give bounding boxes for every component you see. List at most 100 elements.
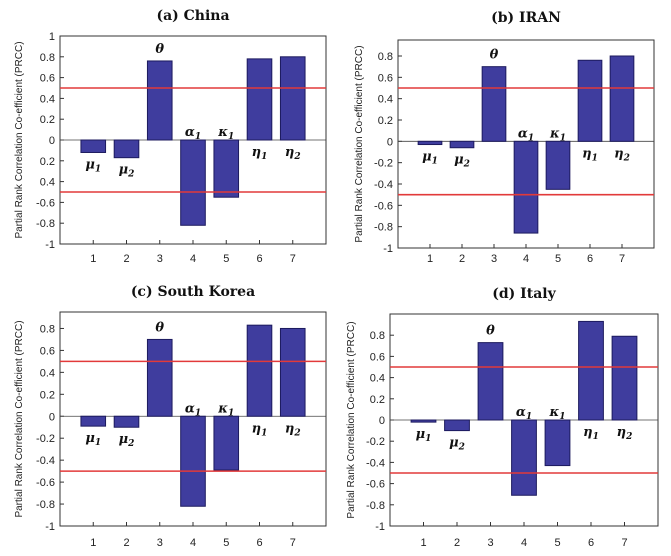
bar-2	[449, 140, 475, 149]
bar-label-2: μ2	[119, 163, 135, 180]
y-tick-label: -0.6	[36, 477, 55, 489]
bar-1	[410, 419, 437, 423]
y-tick-label: 0.2	[40, 114, 55, 126]
bar-label-5: κ1	[549, 126, 566, 143]
x-tick-label: 1	[90, 253, 96, 265]
bar-5	[545, 140, 571, 190]
y-tick-label: 0	[379, 415, 385, 427]
x-tick-label: 6	[587, 253, 593, 265]
bar-label-7: η2	[617, 425, 633, 442]
bar-6	[246, 58, 273, 141]
y-tick-label: 0.2	[370, 394, 385, 406]
x-tick-label: 5	[223, 537, 229, 549]
bar-label-3: θ	[486, 324, 495, 339]
y-tick-label: 0.4	[40, 177, 55, 189]
y-tick-label: -0.6	[36, 197, 55, 209]
bar-5	[213, 139, 240, 198]
x-tick-label: 2	[454, 537, 460, 549]
bar-label-7: η2	[285, 421, 301, 438]
x-tick-label: 5	[554, 537, 560, 549]
y-tick-label: 0.2	[40, 389, 55, 401]
bar-3	[477, 342, 504, 421]
bar-label-7: η2	[614, 146, 630, 163]
y-tick-label: -0.8	[366, 500, 385, 512]
chart-panel-4: (d) Italy Partial Rank Correlation Co-eff…	[346, 286, 659, 549]
y-tick-label: 0.8	[40, 323, 55, 335]
y-tick-label: 0.4	[40, 367, 55, 379]
y-tick-label: 0.4	[378, 94, 393, 106]
bar-label-4: α1	[185, 125, 201, 142]
bar-label-4: α1	[516, 405, 532, 422]
x-tick-label: 3	[491, 253, 497, 265]
x-tick-label: 5	[555, 253, 561, 265]
bar-2	[113, 139, 140, 159]
y-axis-label: Partial Rank Correlation Co-efficient (P…	[14, 320, 25, 517]
y-tick-label: 0.2	[40, 156, 55, 168]
y-tick-label: -0.4	[36, 455, 55, 467]
y-tick-label: -0.8	[36, 499, 55, 511]
bar-3	[481, 66, 507, 142]
x-tick-label: 4	[521, 537, 527, 549]
x-tick-label: 4	[190, 253, 196, 265]
bar-4	[511, 419, 537, 496]
bar-7	[279, 327, 306, 417]
y-tick-label: -1	[45, 521, 55, 533]
y-tick-label: 0.4	[40, 93, 55, 105]
bar-label-2: μ2	[449, 436, 465, 453]
y-axis-label: Partial Rank Correlation Co-efficient (P…	[346, 321, 357, 518]
bar-label-2: μ2	[119, 432, 135, 449]
chart-title: (d) Italy	[492, 286, 556, 302]
bar-2	[113, 415, 140, 428]
y-tick-label: -0.6	[366, 479, 385, 491]
bar-label-4: α1	[185, 401, 201, 418]
bar-6	[577, 59, 603, 142]
y-axis-label: Partial Rank Correlation Co-efficient (P…	[14, 41, 25, 238]
bar-4	[180, 139, 206, 226]
x-tick-label: 4	[523, 253, 529, 265]
y-axis-label: Partial Rank Correlation Co-efficient (P…	[354, 45, 365, 242]
bar-label-1: μ1	[422, 150, 438, 167]
x-tick-label: 7	[621, 537, 627, 549]
bar-label-3: θ	[490, 48, 499, 63]
bar-1	[80, 139, 107, 153]
bar-6	[246, 324, 273, 417]
y-tick-label: -0.2	[374, 158, 393, 170]
chart-title: (a) China	[156, 8, 229, 24]
bar-label-3: θ	[155, 42, 164, 57]
y-tick-label: -0.4	[366, 457, 385, 469]
x-tick-label: 3	[157, 537, 163, 549]
y-tick-label: 0.8	[378, 51, 393, 63]
bar-7	[611, 335, 638, 421]
bar-4	[513, 140, 539, 234]
y-tick-label: -0.6	[374, 200, 393, 212]
bar-label-4: α1	[518, 126, 534, 143]
y-tick-label: 1	[49, 31, 55, 43]
chart-panel-1: (a) China Partial Rank Correlation Co-eff…	[14, 8, 327, 265]
x-tick-label: 2	[459, 253, 465, 265]
chart-title: (c) South Korea	[131, 284, 255, 300]
y-tick-label: 0	[49, 135, 55, 147]
x-tick-label: 7	[290, 253, 296, 265]
bar-7	[609, 55, 635, 142]
x-tick-label: 5	[223, 253, 229, 265]
bar-label-7: η2	[285, 145, 301, 162]
bar-label-6: η1	[582, 146, 598, 163]
y-tick-label: 0.6	[40, 73, 55, 85]
y-tick-label: -0.2	[36, 433, 55, 445]
y-tick-label: -0.8	[36, 218, 55, 230]
bar-4	[180, 415, 206, 507]
x-tick-label: 1	[90, 537, 96, 549]
y-tick-label: 0.6	[378, 72, 393, 84]
y-tick-label: 0.2	[378, 115, 393, 127]
bar-label-5: κ1	[217, 125, 234, 142]
x-tick-label: 3	[157, 253, 163, 265]
x-tick-label: 6	[588, 537, 594, 549]
y-tick-label: 0.8	[370, 330, 385, 342]
bar-7	[279, 56, 306, 141]
y-tick-label: 0	[49, 411, 55, 423]
bar-label-6: η1	[252, 145, 268, 162]
y-tick-label: -0.4	[374, 179, 393, 191]
x-tick-label: 6	[256, 253, 262, 265]
bar-label-2: μ2	[454, 153, 470, 170]
bar-5	[544, 419, 571, 467]
